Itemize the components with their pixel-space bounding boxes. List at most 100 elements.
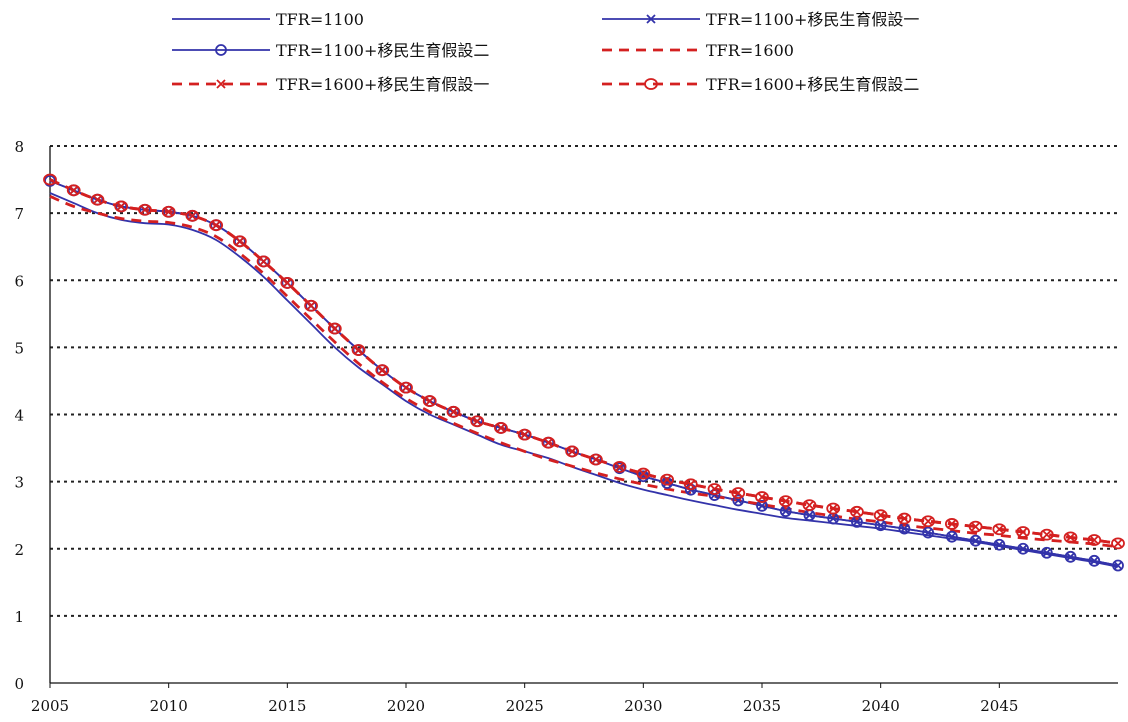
data-point-1 bbox=[899, 523, 910, 534]
data-point-4 bbox=[401, 383, 411, 393]
x-tick-label: 2010 bbox=[150, 697, 188, 715]
data-point-1 bbox=[1089, 556, 1099, 566]
data-point-4 bbox=[1018, 527, 1028, 537]
data-point-2 bbox=[1112, 559, 1124, 572]
data-point-4 bbox=[377, 365, 387, 375]
legend-label: TFR=1600+移民生育假設一 bbox=[276, 75, 489, 94]
data-point-5 bbox=[921, 515, 936, 528]
data-point-5 bbox=[185, 209, 200, 222]
data-point-4 bbox=[448, 407, 459, 417]
legend-item-1: TFR=1100+移民生育假設一 bbox=[602, 10, 919, 29]
data-point-5 bbox=[778, 495, 793, 507]
data-point-5 bbox=[565, 445, 580, 458]
data-point-4 bbox=[1042, 530, 1052, 540]
data-point-1 bbox=[852, 517, 862, 527]
x-tick-label: 2040 bbox=[862, 697, 900, 715]
data-point-1 bbox=[662, 478, 672, 488]
data-point-5 bbox=[90, 193, 105, 206]
legend-swatch-marker bbox=[216, 79, 226, 89]
y-tick-label: 2 bbox=[14, 541, 24, 559]
data-point-5 bbox=[660, 473, 674, 486]
legend-label: TFR=1100 bbox=[276, 10, 364, 29]
data-point-5 bbox=[588, 453, 603, 466]
data-point-5 bbox=[1063, 531, 1078, 544]
data-point-5 bbox=[351, 344, 366, 356]
legend-item-0: TFR=1100 bbox=[172, 10, 364, 29]
data-point-5 bbox=[494, 422, 508, 434]
data-point-5 bbox=[375, 364, 390, 377]
data-point-5 bbox=[897, 512, 912, 525]
data-point-5 bbox=[826, 502, 841, 515]
legend-label: TFR=1600+移民生育假設二 bbox=[706, 75, 919, 94]
data-point-4 bbox=[828, 503, 838, 514]
data-point-4 bbox=[306, 301, 316, 311]
data-point-4 bbox=[804, 500, 815, 510]
legend-swatch-marker bbox=[215, 44, 227, 56]
data-point-5 bbox=[612, 460, 627, 473]
data-point-4 bbox=[258, 256, 269, 267]
data-point-5 bbox=[850, 505, 864, 518]
data-point-4 bbox=[282, 278, 292, 288]
data-point-5 bbox=[66, 184, 81, 197]
data-point-1 bbox=[828, 513, 838, 524]
legend-item-2: TFR=1100+移民生育假設二 bbox=[172, 41, 489, 60]
legend-item-5: TFR=1600+移民生育假設二 bbox=[602, 75, 919, 94]
legend-swatch-marker bbox=[646, 14, 656, 24]
data-point-4 bbox=[852, 507, 862, 517]
data-point-4 bbox=[947, 519, 957, 529]
grid-lines bbox=[50, 145, 1118, 617]
y-tick-label: 3 bbox=[14, 474, 24, 492]
x-tick-label: 2025 bbox=[506, 697, 544, 715]
data-point-5 bbox=[1016, 526, 1030, 538]
data-point-5 bbox=[399, 381, 413, 394]
legend-label: TFR=1100+移民生育假設一 bbox=[706, 10, 919, 29]
data-point-4 bbox=[164, 207, 174, 217]
data-point-2 bbox=[1064, 550, 1077, 563]
data-point-4 bbox=[709, 484, 720, 494]
data-point-4 bbox=[425, 396, 435, 406]
data-point-4 bbox=[330, 323, 340, 334]
series-line-4 bbox=[49, 178, 1119, 545]
data-point-5 bbox=[43, 173, 57, 186]
x-tick-label: 2020 bbox=[387, 697, 425, 715]
x-tick-label: 2030 bbox=[624, 697, 662, 715]
series-line-0 bbox=[49, 192, 1119, 568]
data-point-5 bbox=[873, 509, 888, 522]
data-point-2 bbox=[969, 534, 982, 547]
data-point-4 bbox=[638, 468, 648, 479]
data-point-1 bbox=[804, 510, 815, 520]
series-line-2 bbox=[49, 180, 1119, 567]
data-point-4 bbox=[520, 430, 530, 440]
data-point-5 bbox=[802, 499, 817, 512]
data-point-1 bbox=[970, 536, 981, 546]
data-point-5 bbox=[138, 203, 152, 216]
data-point-1 bbox=[1042, 548, 1052, 558]
data-point-2 bbox=[945, 530, 958, 543]
y-tick-label: 7 bbox=[14, 205, 24, 223]
data-point-4 bbox=[994, 524, 1004, 534]
data-point-5 bbox=[1087, 534, 1102, 546]
data-point-5 bbox=[541, 436, 556, 449]
data-point-5 bbox=[327, 322, 342, 335]
series-lines bbox=[49, 178, 1119, 568]
x-tick-label: 2005 bbox=[31, 697, 69, 715]
data-point-5 bbox=[992, 523, 1007, 536]
data-point-5 bbox=[968, 520, 983, 533]
series-line-1 bbox=[49, 180, 1119, 567]
data-point-4 bbox=[472, 416, 482, 426]
data-point-5 bbox=[731, 487, 746, 499]
data-point-4 bbox=[876, 510, 886, 520]
data-point-1 bbox=[757, 501, 767, 511]
data-point-1 bbox=[1113, 560, 1123, 571]
legend-label: TFR=1100+移民生育假設二 bbox=[276, 41, 489, 60]
data-point-2 bbox=[993, 538, 1006, 551]
legend-swatch-marker bbox=[644, 78, 658, 90]
data-point-5 bbox=[470, 415, 485, 428]
data-point-2 bbox=[1088, 554, 1101, 567]
data-point-2 bbox=[732, 494, 745, 507]
data-point-4 bbox=[211, 220, 221, 230]
data-point-4 bbox=[1065, 532, 1076, 542]
data-point-4 bbox=[235, 236, 245, 246]
data-point-1 bbox=[1018, 544, 1028, 554]
